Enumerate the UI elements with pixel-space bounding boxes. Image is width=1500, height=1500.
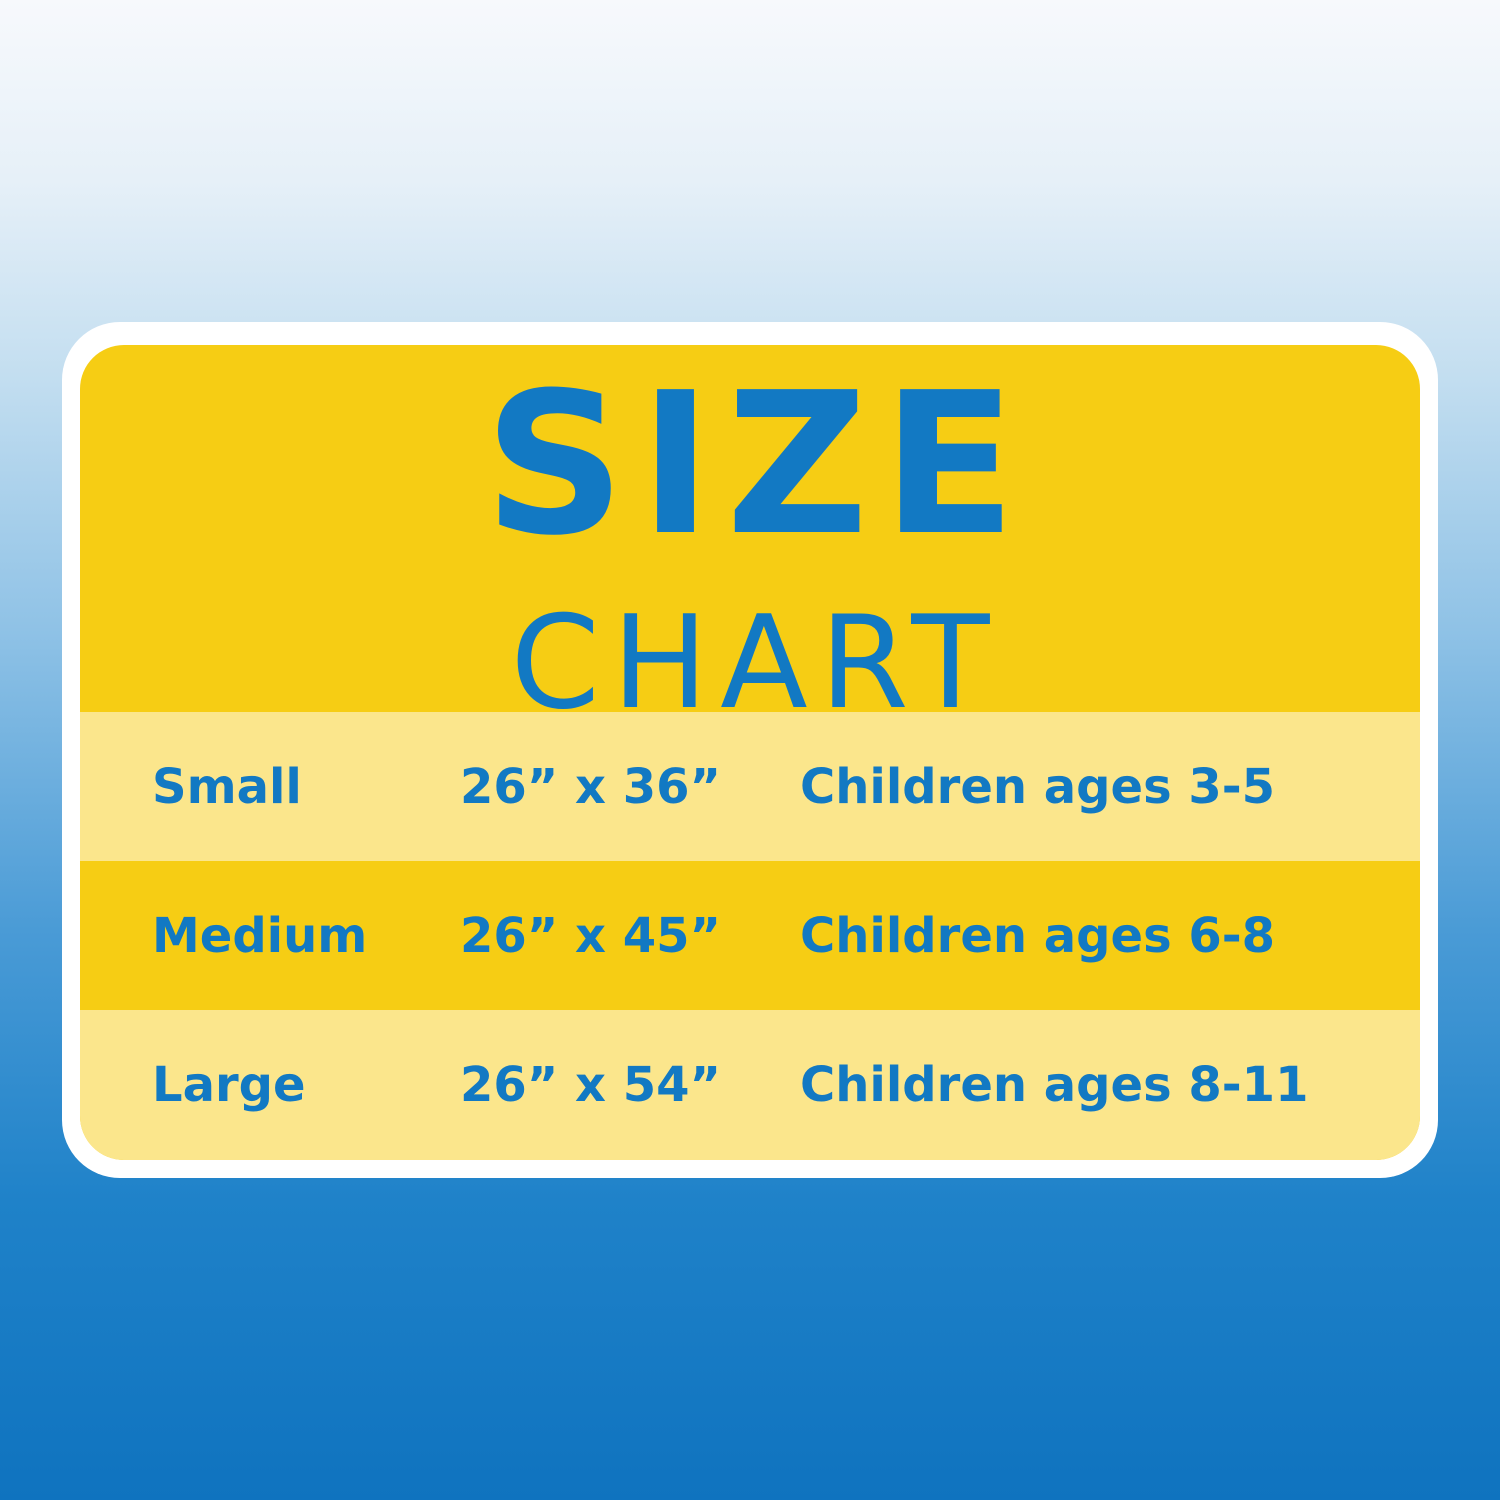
size-label: Small — [152, 758, 302, 815]
size-label: Medium — [152, 907, 368, 964]
title-chart: CHART — [510, 589, 1002, 738]
dimensions: 26” x 54” — [460, 1057, 722, 1113]
title-size: SIZE — [483, 351, 1031, 579]
table-row-medium: Medium 26” x 45” Children ages 6-8 — [80, 861, 1420, 1010]
size-chart-header: SIZE CHART — [80, 345, 1420, 738]
age-range: Children ages 6-8 — [800, 907, 1276, 964]
dimensions: 26” x 45” — [460, 907, 722, 964]
size-chart-card: SIZE CHART Small 26” x 36” Children ages… — [62, 322, 1438, 1178]
dimensions: 26” x 36” — [460, 758, 722, 815]
age-range: Children ages 8-11 — [800, 1057, 1309, 1113]
table-row-small: Small 26” x 36” Children ages 3-5 — [80, 712, 1420, 861]
age-range: Children ages 3-5 — [800, 758, 1276, 815]
table-row-large: Large 26” x 54” Children ages 8-11 — [80, 1010, 1420, 1160]
size-label: Large — [152, 1057, 306, 1113]
size-chart-panel: SIZE CHART Small 26” x 36” Children ages… — [80, 345, 1420, 1160]
